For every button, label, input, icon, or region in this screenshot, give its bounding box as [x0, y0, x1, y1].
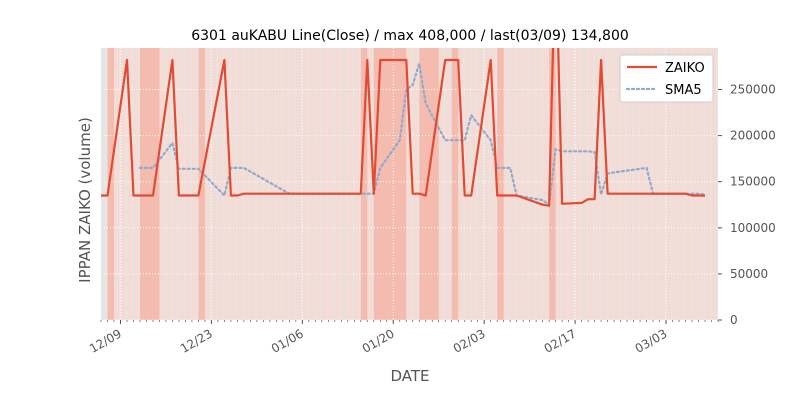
day-band	[133, 48, 139, 320]
day-band	[276, 48, 282, 320]
highlight-band	[419, 48, 439, 320]
y-axis: 0 50000 100000 150000 200000 250000	[718, 82, 776, 327]
y-tick-label: 0	[730, 313, 738, 327]
day-band	[464, 48, 470, 320]
y-tick-label: 200000	[730, 129, 776, 143]
day-band	[646, 48, 652, 320]
day-band	[172, 48, 178, 320]
day-band	[620, 48, 626, 320]
day-band	[321, 48, 327, 320]
day-band	[510, 48, 516, 320]
legend-label-sma5: SMA5	[665, 83, 702, 98]
day-band	[412, 48, 418, 320]
day-band	[282, 48, 288, 320]
day-band	[575, 48, 581, 320]
day-band	[445, 48, 451, 320]
day-band	[263, 48, 269, 320]
series-lines	[101, 48, 707, 207]
day-band	[542, 48, 548, 320]
day-band	[289, 48, 295, 320]
day-band	[529, 48, 535, 320]
day-band	[237, 48, 243, 320]
day-band	[536, 48, 542, 320]
day-band	[627, 48, 633, 320]
day-band	[562, 48, 568, 320]
y-axis-label: IPPAN ZAIKO (volume)	[76, 117, 94, 283]
day-band	[354, 48, 360, 320]
day-band	[302, 48, 308, 320]
day-band	[295, 48, 301, 320]
series-line-zaiko	[101, 48, 706, 207]
day-band	[698, 48, 704, 320]
day-band	[347, 48, 353, 320]
day-band	[334, 48, 340, 320]
day-band	[477, 48, 483, 320]
day-band	[653, 48, 659, 320]
day-band	[711, 48, 717, 320]
highlight-band	[360, 48, 368, 320]
grid-lines	[101, 48, 718, 321]
day-band	[516, 48, 522, 320]
day-band	[588, 48, 594, 320]
day-band	[523, 48, 529, 320]
day-band	[367, 48, 373, 320]
day-band	[490, 48, 496, 320]
series-line-sma5	[138, 63, 707, 207]
day-band	[672, 48, 678, 320]
day-band	[308, 48, 314, 320]
day-band	[438, 48, 444, 320]
day-band	[692, 48, 698, 320]
day-band	[484, 48, 490, 320]
day-band	[256, 48, 262, 320]
day-band	[705, 48, 711, 320]
highlight-band	[451, 48, 459, 320]
highlight-band	[139, 48, 160, 320]
day-band	[315, 48, 321, 320]
day-band	[165, 48, 171, 320]
highlight-band	[497, 48, 504, 320]
day-band	[568, 48, 574, 320]
day-band	[204, 48, 210, 320]
y-tick-label: 50000	[730, 267, 768, 281]
day-band	[633, 48, 639, 320]
legend-label-zaiko: ZAIKO	[665, 61, 705, 76]
legend: ZAIKO SMA5	[619, 54, 714, 103]
y-tick-label: 250000	[730, 82, 776, 96]
day-band	[555, 48, 561, 320]
day-band	[230, 48, 236, 320]
day-band	[328, 48, 334, 320]
day-band	[666, 48, 672, 320]
day-band	[607, 48, 613, 320]
day-band	[659, 48, 665, 320]
day-band	[113, 48, 119, 320]
x-axis-label: DATE	[390, 367, 429, 385]
highlight-band	[107, 48, 114, 320]
day-band	[243, 48, 249, 320]
day-band	[159, 48, 165, 320]
day-band	[126, 48, 132, 320]
day-band	[503, 48, 509, 320]
day-band	[178, 48, 184, 320]
chart-title: 6301 auKABU Line(Close) / max 408,000 / …	[191, 28, 629, 44]
day-band	[406, 48, 412, 320]
day-band	[120, 48, 126, 320]
day-band	[614, 48, 620, 320]
day-band	[458, 48, 464, 320]
plot-area	[101, 48, 718, 321]
day-band	[185, 48, 191, 320]
day-band	[191, 48, 197, 320]
day-band	[594, 48, 600, 320]
day-band	[341, 48, 347, 320]
day-band	[679, 48, 685, 320]
day-band	[217, 48, 223, 320]
day-band	[640, 48, 646, 320]
y-tick-label: 150000	[730, 175, 776, 189]
day-band	[250, 48, 256, 320]
day-band	[581, 48, 587, 320]
day-band	[685, 48, 691, 320]
y-tick-label: 100000	[730, 221, 776, 235]
